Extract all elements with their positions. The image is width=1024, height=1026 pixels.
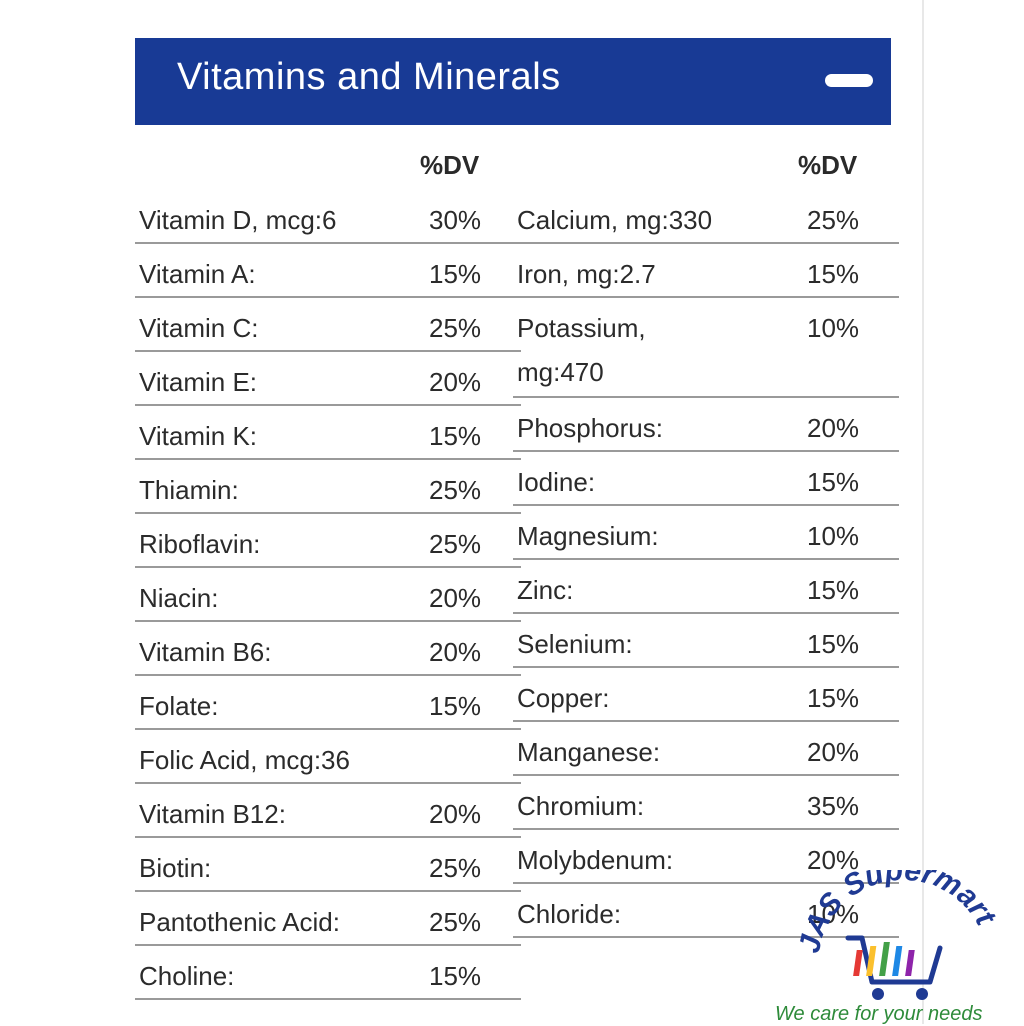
daily-value-percent: 15%: [807, 683, 860, 713]
nutrient-name: Manganese:: [517, 737, 661, 767]
daily-value-percent: 15%: [807, 259, 860, 289]
daily-value-percent: 20%: [807, 413, 860, 443]
svg-text:JAS Supermart: JAS Supermart: [793, 870, 1003, 956]
vitamin-row: Niacin: 20%: [135, 568, 521, 622]
vitamin-row: Choline: 15%: [135, 946, 521, 1000]
nutrient-name: Iron, mg:2.7: [517, 259, 656, 289]
vitamin-row: Biotin: 25%: [135, 838, 521, 892]
daily-value-percent: 25%: [429, 475, 482, 505]
nutrient-name: Vitamin C:: [139, 313, 259, 343]
nutrient-name: Calcium, mg:330: [517, 205, 713, 235]
dv-column-header: %DV: [798, 150, 858, 180]
mineral-row: Copper: 15%: [513, 668, 899, 722]
mineral-row: Magnesium: 10%: [513, 506, 899, 560]
nutrient-name: Biotin:: [139, 853, 212, 883]
daily-value-percent: 15%: [429, 259, 482, 289]
vitamin-row: Vitamin E: 20%: [135, 352, 521, 406]
shopping-cart-icon: [845, 935, 943, 1000]
daily-value-percent: 30%: [429, 205, 482, 235]
vitamin-row: Vitamin B12: 20%: [135, 784, 521, 838]
vitamin-row: Vitamin D, mcg:6 30%: [135, 190, 521, 244]
mineral-row: Iron, mg:2.7 15%: [513, 244, 899, 298]
vitamin-row: Pantothenic Acid: 25%: [135, 892, 521, 946]
jas-supermart-logo: JAS Supermart: [793, 870, 1003, 1000]
daily-value-percent: 10%: [807, 899, 860, 929]
nutrient-name: Vitamin D, mcg:6: [139, 205, 337, 235]
minus-icon[interactable]: [825, 74, 873, 88]
mineral-row: Chloride: 10%: [513, 884, 899, 938]
mineral-row: Phosphorus: 20%: [513, 398, 899, 452]
mineral-row: Selenium: 15%: [513, 614, 899, 668]
nutrient-name: Magnesium:: [517, 521, 659, 551]
nutrient-name: Selenium:: [517, 629, 633, 659]
logo-tagline: We care for your needs: [775, 1003, 983, 1025]
daily-value-percent: 15%: [429, 421, 482, 451]
mineral-row: Manganese: 20%: [513, 722, 899, 776]
dv-column-header: %DV: [420, 150, 480, 180]
mineral-row: Chromium: 35%: [513, 776, 899, 830]
vitamin-row: Vitamin B6: 20%: [135, 622, 521, 676]
daily-value-percent: 20%: [429, 367, 482, 397]
daily-value-percent: 25%: [429, 853, 482, 883]
mineral-row: Iodine: 15%: [513, 452, 899, 506]
daily-value-percent: 25%: [429, 907, 482, 937]
nutrient-name: Thiamin:: [139, 475, 239, 505]
section-header[interactable]: Vitamins and Minerals: [135, 38, 891, 125]
vitamin-row: Thiamin: 25%: [135, 460, 521, 514]
nutrient-name: Vitamin A:: [139, 259, 256, 289]
daily-value-percent: 20%: [429, 637, 482, 667]
vitamin-row: Vitamin C: 25%: [135, 298, 521, 352]
daily-value-percent: 15%: [429, 691, 482, 721]
daily-value-percent: 20%: [429, 799, 482, 829]
daily-value-percent: 25%: [429, 313, 482, 343]
nutrient-name: Chloride:: [517, 899, 622, 929]
daily-value-percent: 35%: [807, 791, 860, 821]
vitamin-row: Vitamin K: 15%: [135, 406, 521, 460]
daily-value-percent: 25%: [807, 205, 860, 235]
daily-value-percent: 15%: [807, 575, 860, 605]
vitamin-row: Folic Acid, mcg:36: [135, 730, 521, 784]
daily-value-percent: 10%: [807, 521, 860, 551]
nutrient-name: Iodine:: [517, 467, 596, 497]
nutrient-name: Molybdenum:: [517, 845, 674, 875]
page-right-edge-rule: [922, 0, 924, 1024]
daily-value-percent: 20%: [429, 583, 482, 613]
nutrient-name: Vitamin K:: [139, 421, 258, 451]
nutrient-name: Potassium, mg:470: [517, 313, 646, 387]
nutrient-name: Pantothenic Acid:: [139, 907, 340, 937]
mineral-row: Potassium, mg:470 10%: [513, 298, 899, 398]
mineral-row: Zinc: 15%: [513, 560, 899, 614]
nutrient-name: Copper:: [517, 683, 610, 713]
daily-value-percent: 20%: [807, 737, 860, 767]
nutrient-name: Chromium:: [517, 791, 645, 821]
vitamin-row: Riboflavin: 25%: [135, 514, 521, 568]
vitamin-row: Vitamin A: 15%: [135, 244, 521, 298]
mineral-row: Molybdenum: 20%: [513, 830, 899, 884]
daily-value-percent: 15%: [807, 629, 860, 659]
vitamin-row: Folate: 15%: [135, 676, 521, 730]
section-title: Vitamins and Minerals: [177, 56, 561, 98]
nutrient-name: Choline:: [139, 961, 235, 991]
nutrient-name: Phosphorus:: [517, 413, 663, 443]
daily-value-percent: 15%: [429, 961, 482, 991]
vitamins-column: %DV Vitamin D, mcg:6 30% Vitamin A: 15% Vita…: [135, 140, 521, 1000]
mineral-row: Calcium, mg:330 25%: [513, 190, 899, 244]
nutrient-name: Riboflavin:: [139, 529, 261, 559]
daily-value-percent: 15%: [807, 467, 860, 497]
daily-value-percent: 25%: [429, 529, 482, 559]
logo-brand-text: JAS Supermart: [793, 870, 1003, 956]
nutrient-name: Zinc:: [517, 575, 574, 605]
daily-value-percent: 10%: [807, 313, 860, 343]
nutrient-name: Folic Acid, mcg:36: [139, 745, 350, 775]
nutrient-name: Vitamin E:: [139, 367, 258, 397]
nutrient-name: Niacin:: [139, 583, 219, 613]
daily-value-percent: 20%: [807, 845, 860, 875]
nutrient-name: Vitamin B12:: [139, 799, 286, 829]
minerals-column: %DV Calcium, mg:330 25% Iron, mg:2.7 15% Pot…: [513, 140, 899, 938]
nutrient-name: Folate:: [139, 691, 219, 721]
nutrient-name: Vitamin B6:: [139, 637, 272, 667]
